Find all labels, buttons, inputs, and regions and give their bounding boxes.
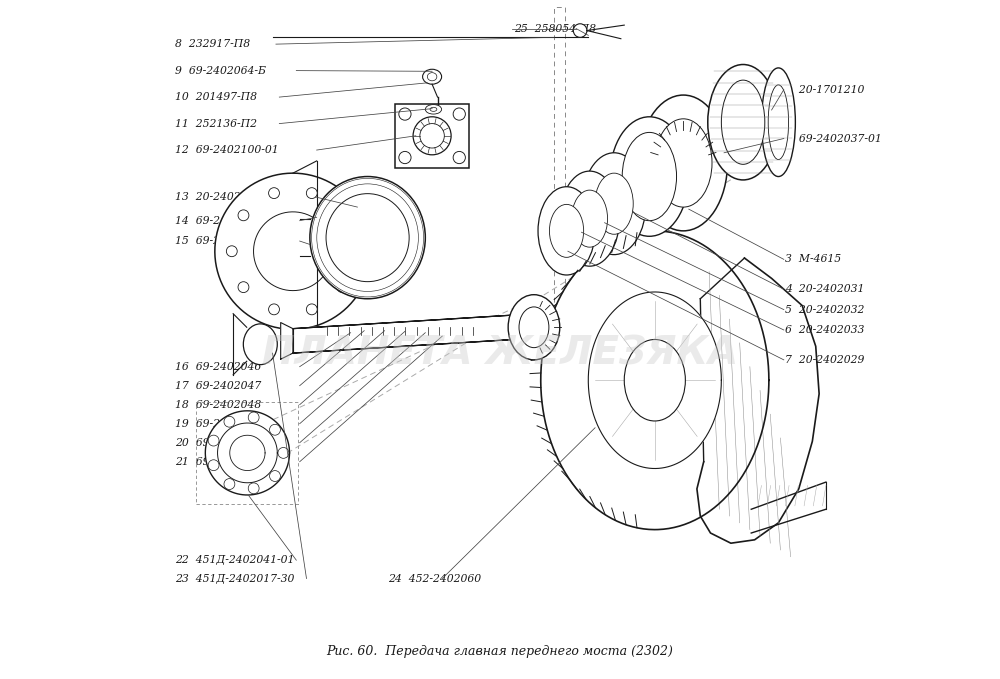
Text: 21  69-2402085: 21 69-2402085	[175, 457, 262, 466]
Text: 14  69-2402035: 14 69-2402035	[175, 216, 262, 225]
Ellipse shape	[624, 340, 685, 421]
Ellipse shape	[420, 124, 444, 148]
Ellipse shape	[270, 424, 280, 435]
Text: 10  201497-П8: 10 201497-П8	[175, 92, 257, 102]
Polygon shape	[281, 323, 293, 359]
Text: Рис. 60.  Передача главная переднего моста (2302): Рис. 60. Передача главная переднего мост…	[327, 645, 673, 659]
Text: 13  20-2402051-Г: 13 20-2402051-Г	[175, 192, 273, 202]
Ellipse shape	[337, 210, 348, 221]
Ellipse shape	[238, 210, 249, 221]
Ellipse shape	[226, 246, 237, 257]
Text: ПЛАНЕТА ЖЕЛЕЗЯКА: ПЛАНЕТА ЖЕЛЕЗЯКА	[262, 334, 738, 372]
Ellipse shape	[655, 119, 712, 207]
Ellipse shape	[310, 177, 425, 299]
Text: 16  69-2402046: 16 69-2402046	[175, 362, 262, 371]
Text: 24  452-2402060: 24 452-2402060	[388, 574, 481, 583]
Ellipse shape	[430, 107, 437, 111]
Ellipse shape	[761, 68, 795, 177]
Ellipse shape	[639, 95, 727, 231]
Ellipse shape	[208, 460, 219, 471]
Text: 22  451Д-2402041-01: 22 451Д-2402041-01	[175, 555, 295, 565]
Text: 1  20-1701210: 1 20-1701210	[785, 85, 865, 94]
Ellipse shape	[595, 173, 633, 234]
Ellipse shape	[453, 108, 465, 120]
Text: 8  232917-П8: 8 232917-П8	[175, 39, 251, 49]
Ellipse shape	[306, 304, 317, 315]
Ellipse shape	[269, 187, 279, 198]
Ellipse shape	[560, 171, 620, 266]
Polygon shape	[205, 411, 290, 495]
Ellipse shape	[270, 471, 280, 481]
Text: 3  М-4615: 3 М-4615	[785, 255, 841, 264]
Ellipse shape	[224, 479, 235, 490]
Text: 5  20-2402032: 5 20-2402032	[785, 305, 865, 314]
Ellipse shape	[708, 65, 778, 180]
Text: 17  69-2402047: 17 69-2402047	[175, 381, 262, 390]
Ellipse shape	[427, 73, 437, 81]
Ellipse shape	[224, 416, 235, 427]
Ellipse shape	[453, 151, 465, 164]
Ellipse shape	[768, 85, 789, 160]
Ellipse shape	[610, 117, 689, 236]
Ellipse shape	[508, 295, 560, 360]
Text: 25  258054-П8: 25 258054-П8	[514, 24, 596, 33]
Ellipse shape	[243, 324, 277, 365]
Text: 15  69-2402036: 15 69-2402036	[175, 236, 262, 246]
Text: 4  20-2402031: 4 20-2402031	[785, 285, 865, 294]
Ellipse shape	[425, 105, 442, 114]
Ellipse shape	[622, 132, 677, 221]
Ellipse shape	[269, 304, 279, 315]
Ellipse shape	[208, 435, 219, 446]
Ellipse shape	[248, 412, 259, 423]
Text: 7  20-2402029: 7 20-2402029	[785, 355, 865, 365]
Ellipse shape	[399, 108, 411, 120]
Ellipse shape	[423, 69, 442, 84]
Polygon shape	[588, 292, 721, 469]
Ellipse shape	[337, 282, 348, 293]
Ellipse shape	[399, 151, 411, 164]
Text: 19  69-2402049: 19 69-2402049	[175, 419, 262, 428]
Ellipse shape	[549, 204, 584, 257]
Ellipse shape	[248, 483, 259, 494]
Polygon shape	[215, 173, 371, 329]
Polygon shape	[218, 423, 277, 483]
Text: 2  69-2402037-01: 2 69-2402037-01	[785, 134, 882, 143]
Ellipse shape	[538, 187, 595, 275]
Ellipse shape	[238, 282, 249, 293]
Ellipse shape	[413, 117, 451, 155]
Polygon shape	[293, 315, 514, 353]
Text: 20  69-2402084: 20 69-2402084	[175, 438, 262, 447]
Ellipse shape	[519, 307, 549, 348]
Ellipse shape	[573, 24, 587, 37]
Text: 9  69-2402064-Б: 9 69-2402064-Б	[175, 66, 266, 75]
Polygon shape	[541, 231, 769, 530]
Ellipse shape	[349, 246, 359, 257]
Text: 12  69-2402100-01: 12 69-2402100-01	[175, 145, 279, 155]
Ellipse shape	[721, 80, 765, 164]
Text: 18  69-2402048: 18 69-2402048	[175, 400, 262, 409]
Ellipse shape	[572, 190, 608, 247]
Text: 23  451Д-2402017-30: 23 451Д-2402017-30	[175, 574, 295, 583]
Text: 11  252136-П2: 11 252136-П2	[175, 119, 257, 128]
Polygon shape	[230, 435, 265, 471]
Text: 6  20-2402033: 6 20-2402033	[785, 325, 865, 335]
FancyBboxPatch shape	[395, 104, 469, 168]
Ellipse shape	[326, 194, 409, 282]
Ellipse shape	[582, 153, 646, 255]
Ellipse shape	[306, 187, 317, 198]
Ellipse shape	[278, 447, 289, 458]
